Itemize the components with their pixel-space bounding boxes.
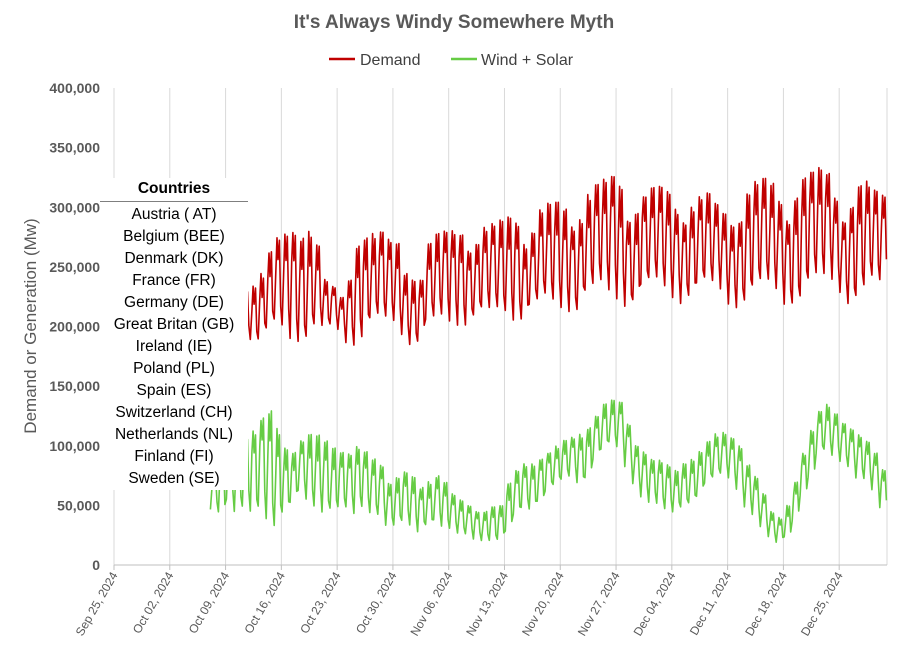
x-tick-label: Nov 13, 2024 bbox=[463, 569, 511, 638]
x-tick-label: Oct 23, 2024 bbox=[297, 569, 344, 636]
x-tick-label: Nov 27, 2024 bbox=[575, 569, 623, 638]
country-item: Ireland (IE) bbox=[135, 338, 213, 355]
y-tick-label: 200,000 bbox=[49, 319, 100, 335]
x-tick-label: Sep 25, 2024 bbox=[73, 569, 121, 638]
countries-title: Countries bbox=[100, 178, 248, 202]
country-item: Switzerland (CH) bbox=[115, 404, 233, 421]
x-tick-label: Oct 02, 2024 bbox=[130, 569, 177, 636]
x-tick-label: Nov 06, 2024 bbox=[407, 569, 455, 638]
y-tick-label: 300,000 bbox=[49, 199, 100, 215]
country-item: France (FR) bbox=[132, 272, 216, 289]
y-axis-label: Demand or Generation (Mw) bbox=[21, 218, 40, 433]
y-tick-label: 50,000 bbox=[57, 497, 100, 513]
plot-area bbox=[209, 166, 888, 544]
x-tick-label: Dec 11, 2024 bbox=[687, 569, 735, 637]
x-tick-label: Nov 20, 2024 bbox=[519, 569, 567, 638]
series-line bbox=[209, 399, 888, 544]
y-tick-label: 400,000 bbox=[49, 80, 100, 96]
x-tick-label: Oct 30, 2024 bbox=[353, 569, 400, 636]
grid bbox=[113, 88, 888, 566]
x-tick-label: Dec 04, 2024 bbox=[631, 569, 679, 638]
y-tick-label: 250,000 bbox=[49, 259, 100, 275]
series-line bbox=[233, 166, 888, 346]
country-item: Spain (ES) bbox=[136, 382, 212, 399]
x-tick-label: Dec 25, 2024 bbox=[798, 569, 846, 638]
country-item: Netherlands (NL) bbox=[114, 426, 234, 443]
legend-label: Demand bbox=[360, 52, 420, 69]
x-tick-label: Oct 09, 2024 bbox=[186, 569, 233, 636]
country-item: Austria ( AT) bbox=[131, 206, 217, 223]
x-tick-label: Oct 16, 2024 bbox=[241, 569, 288, 636]
legend-label: Wind + Solar bbox=[481, 52, 574, 69]
country-item: Great Britan (GB) bbox=[113, 316, 235, 333]
country-item: Poland (PL) bbox=[133, 360, 215, 377]
legend: Demand Wind + Solar bbox=[329, 52, 574, 69]
country-item: Finland (FI) bbox=[134, 448, 214, 465]
country-list: Austria ( AT) Belgium (BEE) Denmark (DK) Fr… bbox=[100, 204, 248, 490]
chart-title: It's Always Windy Somewhere Myth bbox=[294, 12, 614, 33]
y-axis: 0 50,000 100,000 150,000 200,000 250,000 300,0… bbox=[49, 80, 100, 573]
country-item: Sweden (SE) bbox=[128, 470, 220, 487]
x-tick-label: Dec 18, 2024 bbox=[742, 569, 790, 638]
y-tick-label: 150,000 bbox=[49, 378, 100, 394]
country-item: Germany (DE) bbox=[124, 294, 224, 311]
y-tick-label: 100,000 bbox=[49, 438, 100, 454]
x-axis: Sep 25, 2024 Oct 02, 2024 Oct 09, 2024 Oct … bbox=[73, 565, 846, 638]
countries-box: Countries Austria ( AT) Belgium (BEE) Denm… bbox=[100, 178, 248, 490]
y-tick-label: 350,000 bbox=[49, 140, 100, 156]
country-item: Denmark (DK) bbox=[124, 250, 224, 267]
y-tick-label: 0 bbox=[92, 557, 100, 573]
country-item: Belgium (BEE) bbox=[123, 228, 225, 245]
